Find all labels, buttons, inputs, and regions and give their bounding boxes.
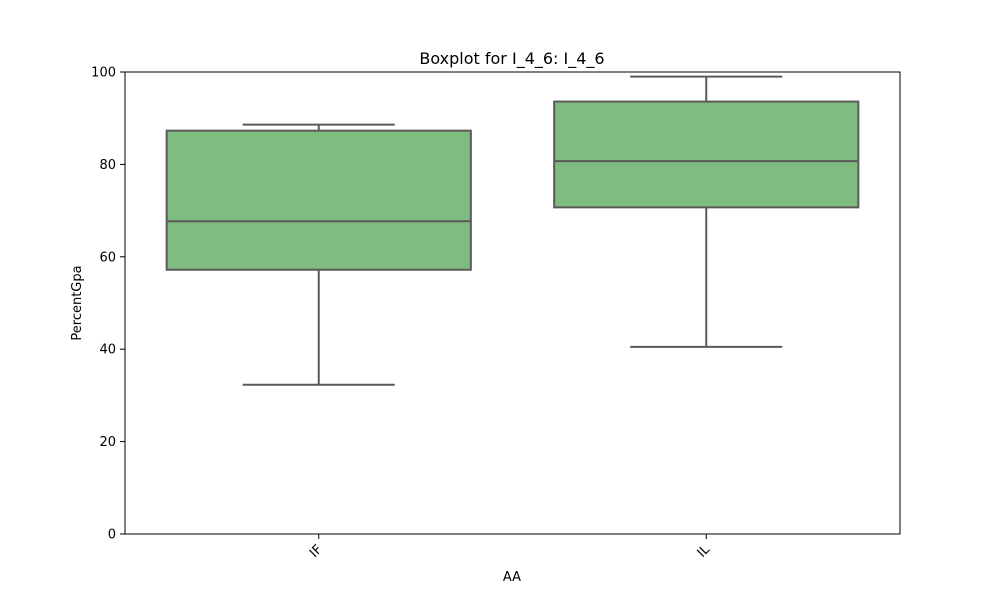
plot-area-frame (124, 71, 901, 535)
x-tick-label: IF (307, 542, 326, 561)
chart-title: Boxplot for I_4_6: I_4_6 (419, 49, 604, 69)
y-axis-label: PercentGpa (70, 265, 85, 340)
box-IF (165, 123, 472, 386)
y-axis: 0 20 40 60 80 100 (91, 66, 125, 543)
y-tick-label: 20 (99, 435, 116, 450)
y-tick-label: 40 (99, 343, 116, 358)
y-tick-label: 60 (99, 250, 116, 265)
y-tick-label: 100 (91, 66, 116, 81)
y-tick-label: 0 (108, 528, 116, 543)
x-axis: IF IL (307, 534, 714, 561)
interquartile-box (165, 129, 472, 271)
x-tick-label: IL (695, 542, 714, 561)
box-IL (553, 75, 860, 348)
x-axis-label: AA (503, 570, 521, 585)
boxes (165, 75, 860, 386)
y-tick-label: 80 (99, 158, 116, 173)
interquartile-box (553, 100, 860, 209)
